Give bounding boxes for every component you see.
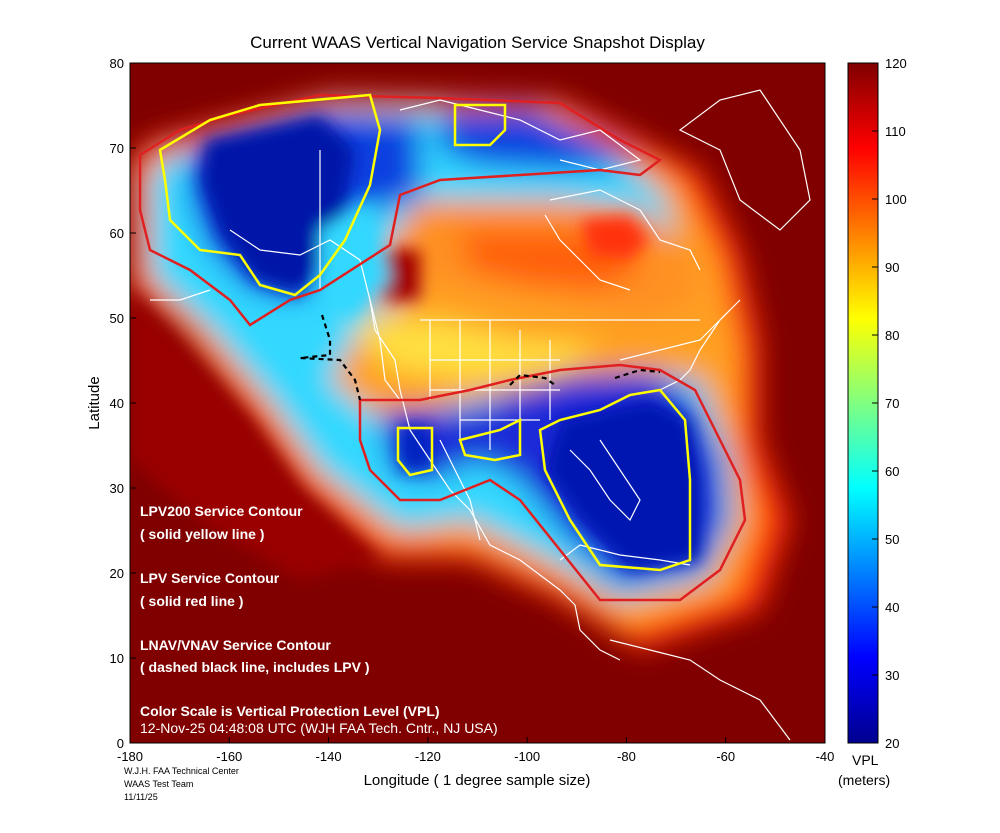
x-tick-label: -140 — [316, 749, 342, 764]
x-tick-label: -40 — [816, 749, 835, 764]
lnav-sublabel: ( dashed black line, includes LPV ) — [140, 659, 370, 675]
y-axis: 80 70 60 50 40 30 20 10 0 — [110, 56, 136, 751]
colorbar-tick-label: 70 — [885, 396, 899, 411]
colorbar-tick-label: 100 — [885, 192, 907, 207]
x-tick-label: -60 — [716, 749, 735, 764]
vpl-scale-label: Color Scale is Vertical Protection Level… — [140, 703, 440, 719]
y-tick-label: 80 — [110, 56, 124, 71]
colorbar-tick-label: 50 — [885, 532, 899, 547]
colorbar-tick-label: 90 — [885, 260, 899, 275]
y-tick-label: 60 — [110, 226, 124, 241]
y-tick-label: 10 — [110, 651, 124, 666]
y-tick-label: 70 — [110, 141, 124, 156]
lpv200-label: LPV200 Service Contour — [140, 503, 303, 519]
y-tick-label: 30 — [110, 481, 124, 496]
footer-center: W.J.H. FAA Technical Center — [124, 766, 239, 776]
y-tick-label: 50 — [110, 311, 124, 326]
x-tick-label: -180 — [117, 749, 143, 764]
lpv-contours — [138, 93, 747, 602]
colorbar-ticks: 120 110 100 90 80 70 60 50 40 30 20 — [872, 56, 907, 751]
colorbar-tick-label: 20 — [885, 736, 899, 751]
footer-date: 11/11/25 — [124, 792, 158, 802]
colorbar-label-units: (meters) — [838, 772, 891, 788]
y-tick-label: 20 — [110, 566, 124, 581]
vpl-field — [130, 63, 825, 743]
x-tick-label: -160 — [216, 749, 242, 764]
map-annotations: LPV200 Service Contour ( solid yellow li… — [140, 503, 498, 736]
x-axis: -180 -160 -140 -120 -100 -80 -60 -40 — [117, 737, 834, 764]
colorbar-tick-label: 120 — [885, 56, 907, 71]
colorbar-tick-label: 80 — [885, 328, 899, 343]
lpv-label: LPV Service Contour — [140, 570, 280, 586]
lpv-sublabel: ( solid red line ) — [140, 593, 243, 609]
y-tick-label: 40 — [110, 396, 124, 411]
lnav-vnav-contours — [299, 314, 661, 401]
lnav-label: LNAV/VNAV Service Contour — [140, 637, 331, 653]
colorbar-tick-label: 30 — [885, 668, 899, 683]
chart-title: Current WAAS Vertical Navigation Service… — [250, 33, 705, 52]
colorbar-label-vpl: VPL — [852, 752, 879, 768]
x-tick-label: -80 — [617, 749, 636, 764]
x-axis-label: Longitude ( 1 degree sample size) — [364, 772, 591, 789]
colorbar-tick-label: 40 — [885, 600, 899, 615]
x-tick-label: -120 — [415, 749, 441, 764]
x-tick-label: -100 — [514, 749, 540, 764]
y-axis-label: Latitude — [86, 376, 103, 429]
y-tick-label: 0 — [117, 736, 124, 751]
timestamp-label: 12-Nov-25 04:48:08 UTC (WJH FAA Tech. Cn… — [140, 720, 498, 736]
colorbar-tick-label: 110 — [885, 124, 906, 139]
lpv200-sublabel: ( solid yellow line ) — [140, 526, 264, 542]
footer-team: WAAS Test Team — [124, 779, 194, 789]
lpv200-contours — [158, 93, 692, 572]
colorbar-tick-label: 60 — [885, 464, 899, 479]
